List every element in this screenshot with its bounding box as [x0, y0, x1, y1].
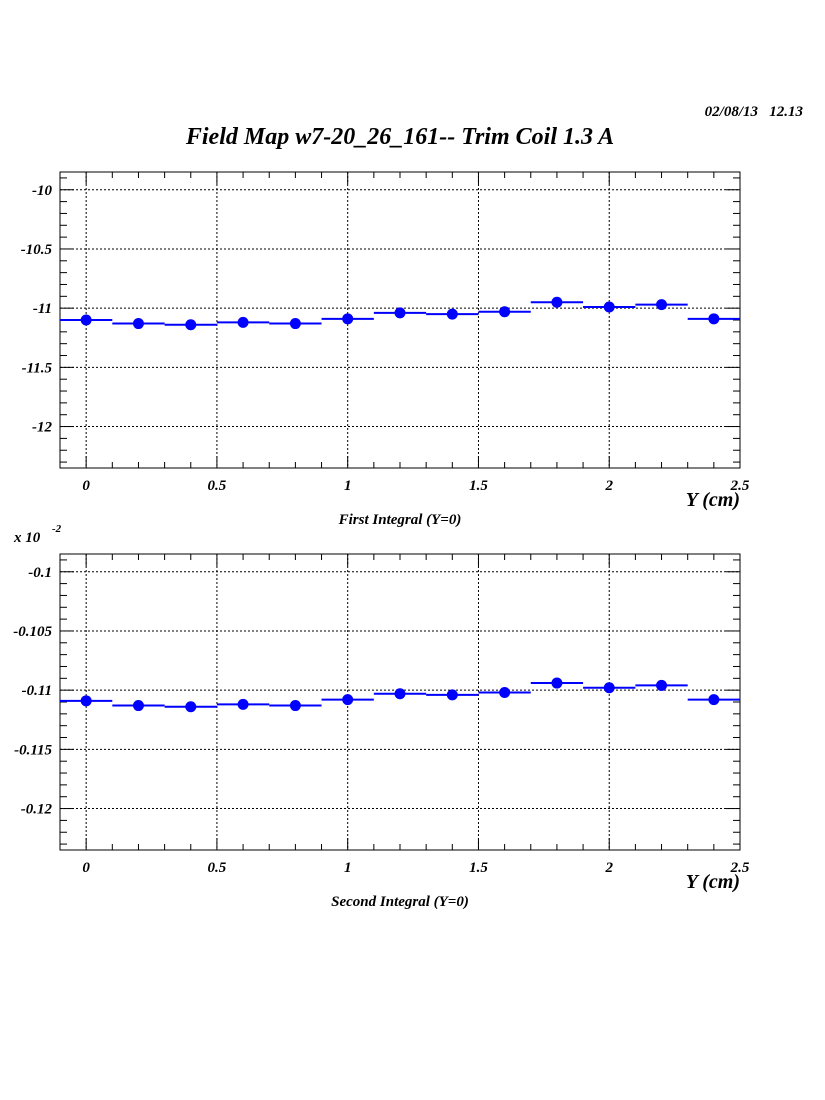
data-point	[656, 299, 668, 311]
data-point	[342, 313, 354, 325]
y-exponent-label: x 10	[13, 530, 41, 546]
data-point	[80, 314, 92, 326]
x-axis-label: Y (cm)	[686, 489, 740, 511]
data-point	[289, 700, 301, 712]
timestamp: 02/08/13 12.13	[705, 104, 803, 121]
data-point	[708, 694, 720, 706]
x-axis-label: Y (cm)	[686, 871, 740, 893]
timestamp-date: 02/08/13	[704, 104, 758, 120]
data-point	[132, 700, 144, 712]
panel-caption: Second Integral (Y=0)	[331, 894, 469, 910]
data-point	[237, 698, 249, 710]
x-tick-label: 0	[82, 478, 90, 494]
y-tick-label: -0.11	[22, 683, 52, 699]
data-point	[132, 318, 144, 330]
timestamp-time: 12.13	[769, 104, 803, 120]
y-tick-label: -11	[33, 301, 52, 317]
y-tick-label: -0.1	[28, 565, 52, 581]
data-point	[708, 313, 720, 325]
plot-frame	[59, 171, 741, 469]
y-tick-label: -0.105	[13, 624, 52, 640]
x-tick-label: 2	[604, 860, 613, 876]
y-tick-label: -10.5	[21, 242, 53, 258]
x-tick-label: 0	[82, 860, 90, 876]
x-tick-label: 0.5	[208, 860, 227, 876]
data-point	[656, 679, 668, 691]
data-point	[551, 296, 563, 308]
x-tick-label: 1	[344, 860, 352, 876]
panel-caption: First Integral (Y=0)	[338, 512, 462, 528]
figure-title: Field Map w7-20_26_161-- Trim Coil 1.3 A	[185, 124, 615, 150]
y-tick-label: -12	[32, 420, 52, 436]
second-integral-panel: -0.1 -0.105 -0.11 -0.115 -0.12 0 0.5 1 1.5 2 2.5Y …	[13, 523, 750, 910]
data-point	[80, 695, 92, 707]
y-tick-label: -10	[32, 183, 52, 199]
x-tick-label: 2	[604, 478, 613, 494]
x-tick-label: 1.5	[469, 860, 488, 876]
data-point	[446, 308, 458, 320]
data-point	[394, 307, 406, 319]
data-point	[394, 688, 406, 700]
y-tick-label: -11.5	[22, 360, 53, 376]
y-exponent-power: -2	[52, 523, 62, 535]
data-point	[603, 682, 615, 694]
data-point	[446, 689, 458, 701]
plot-frame	[59, 553, 741, 851]
data-point	[342, 694, 354, 706]
x-tick-label: 2.5	[730, 478, 750, 494]
data-point	[185, 319, 197, 331]
x-tick-label: 0.5	[208, 478, 227, 494]
data-point	[499, 306, 511, 318]
data-point	[499, 687, 511, 699]
x-tick-label: 1.5	[469, 478, 488, 494]
y-tick-label: -0.12	[21, 802, 53, 818]
data-point	[289, 318, 301, 330]
data-point	[185, 701, 197, 713]
data-point	[237, 316, 249, 328]
first-integral-panel: -10 -10.5 -11 -11.5 -12 0 0.5 1 1.5 2 2.5Y (cm) Fir…	[21, 171, 750, 528]
data-point	[551, 677, 563, 689]
x-tick-label: 2.5	[730, 860, 750, 876]
y-tick-label: -0.115	[14, 742, 52, 758]
x-tick-label: 1	[344, 478, 352, 494]
data-point	[603, 301, 615, 313]
